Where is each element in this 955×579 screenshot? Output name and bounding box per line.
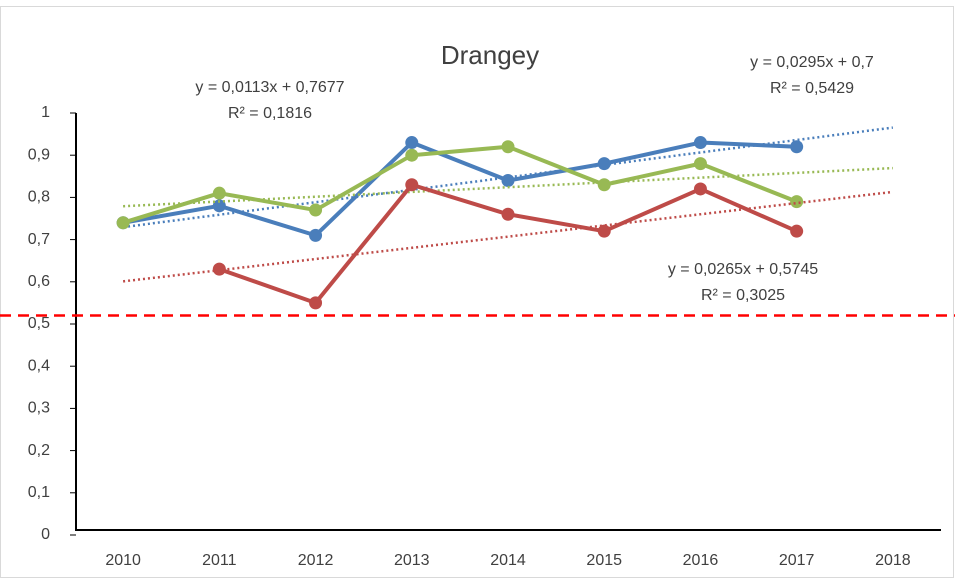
data-point xyxy=(790,140,804,154)
data-point xyxy=(116,216,130,230)
data-point xyxy=(597,178,611,192)
data-point xyxy=(212,199,226,213)
data-point xyxy=(790,224,804,238)
x-tick-label: 2011 xyxy=(202,552,237,569)
series-line xyxy=(122,144,798,225)
trendline-r2: R² = 0,5429 xyxy=(770,80,854,97)
data-point xyxy=(309,228,323,242)
data-point xyxy=(405,178,419,192)
series-line xyxy=(122,140,797,238)
y-tick-label: 0,3 xyxy=(28,400,50,417)
y-tick-label: 0,7 xyxy=(28,231,50,248)
x-tick-label: 2012 xyxy=(298,552,334,569)
trendline-r2: R² = 0,3025 xyxy=(701,287,785,304)
data-point xyxy=(597,157,611,171)
data-point xyxy=(790,195,804,209)
x-tick-label: 2018 xyxy=(875,552,911,569)
data-point xyxy=(405,148,419,162)
x-tick-label: 2015 xyxy=(586,552,622,569)
data-point xyxy=(693,182,707,196)
trendline-equation: y = 0,0265x + 0,5745 xyxy=(668,261,818,278)
x-tick-label: 2014 xyxy=(490,552,526,569)
y-tick-label: 0,8 xyxy=(28,189,50,206)
trendline-r2: R² = 0,1816 xyxy=(228,105,312,122)
data-point xyxy=(212,186,226,200)
trendline-equation: y = 0,0295x + 0,7 xyxy=(750,54,874,71)
data-point xyxy=(693,157,707,171)
y-tick-label: 0,5 xyxy=(28,315,50,332)
data-point xyxy=(693,136,707,150)
y-tick-label: 0,4 xyxy=(28,357,50,374)
data-point xyxy=(501,174,515,188)
data-point xyxy=(501,140,515,154)
data-point xyxy=(309,203,323,217)
y-tick-label: 0,6 xyxy=(28,273,50,290)
data-point xyxy=(501,207,515,221)
trendline xyxy=(122,190,894,283)
x-tick-label: 2017 xyxy=(779,552,815,569)
data-point xyxy=(597,224,611,238)
y-tick-label: 0 xyxy=(41,526,50,543)
trendline xyxy=(123,166,893,208)
y-tick-label: 1 xyxy=(41,104,50,121)
x-tick-label: 2016 xyxy=(683,552,719,569)
chart-title: Drangey xyxy=(441,40,539,70)
x-tick-label: 2010 xyxy=(105,552,141,569)
chart-frame xyxy=(0,6,954,578)
y-tick-label: 0,2 xyxy=(28,442,50,459)
x-tick-label: 2013 xyxy=(394,552,430,569)
data-point xyxy=(309,296,323,310)
data-point xyxy=(405,136,419,150)
y-tick-label: 0,1 xyxy=(28,484,50,501)
y-tick-label: 0,9 xyxy=(28,146,50,163)
data-point xyxy=(212,262,226,276)
trendline-equation: y = 0,0113x + 0,7677 xyxy=(195,79,344,96)
